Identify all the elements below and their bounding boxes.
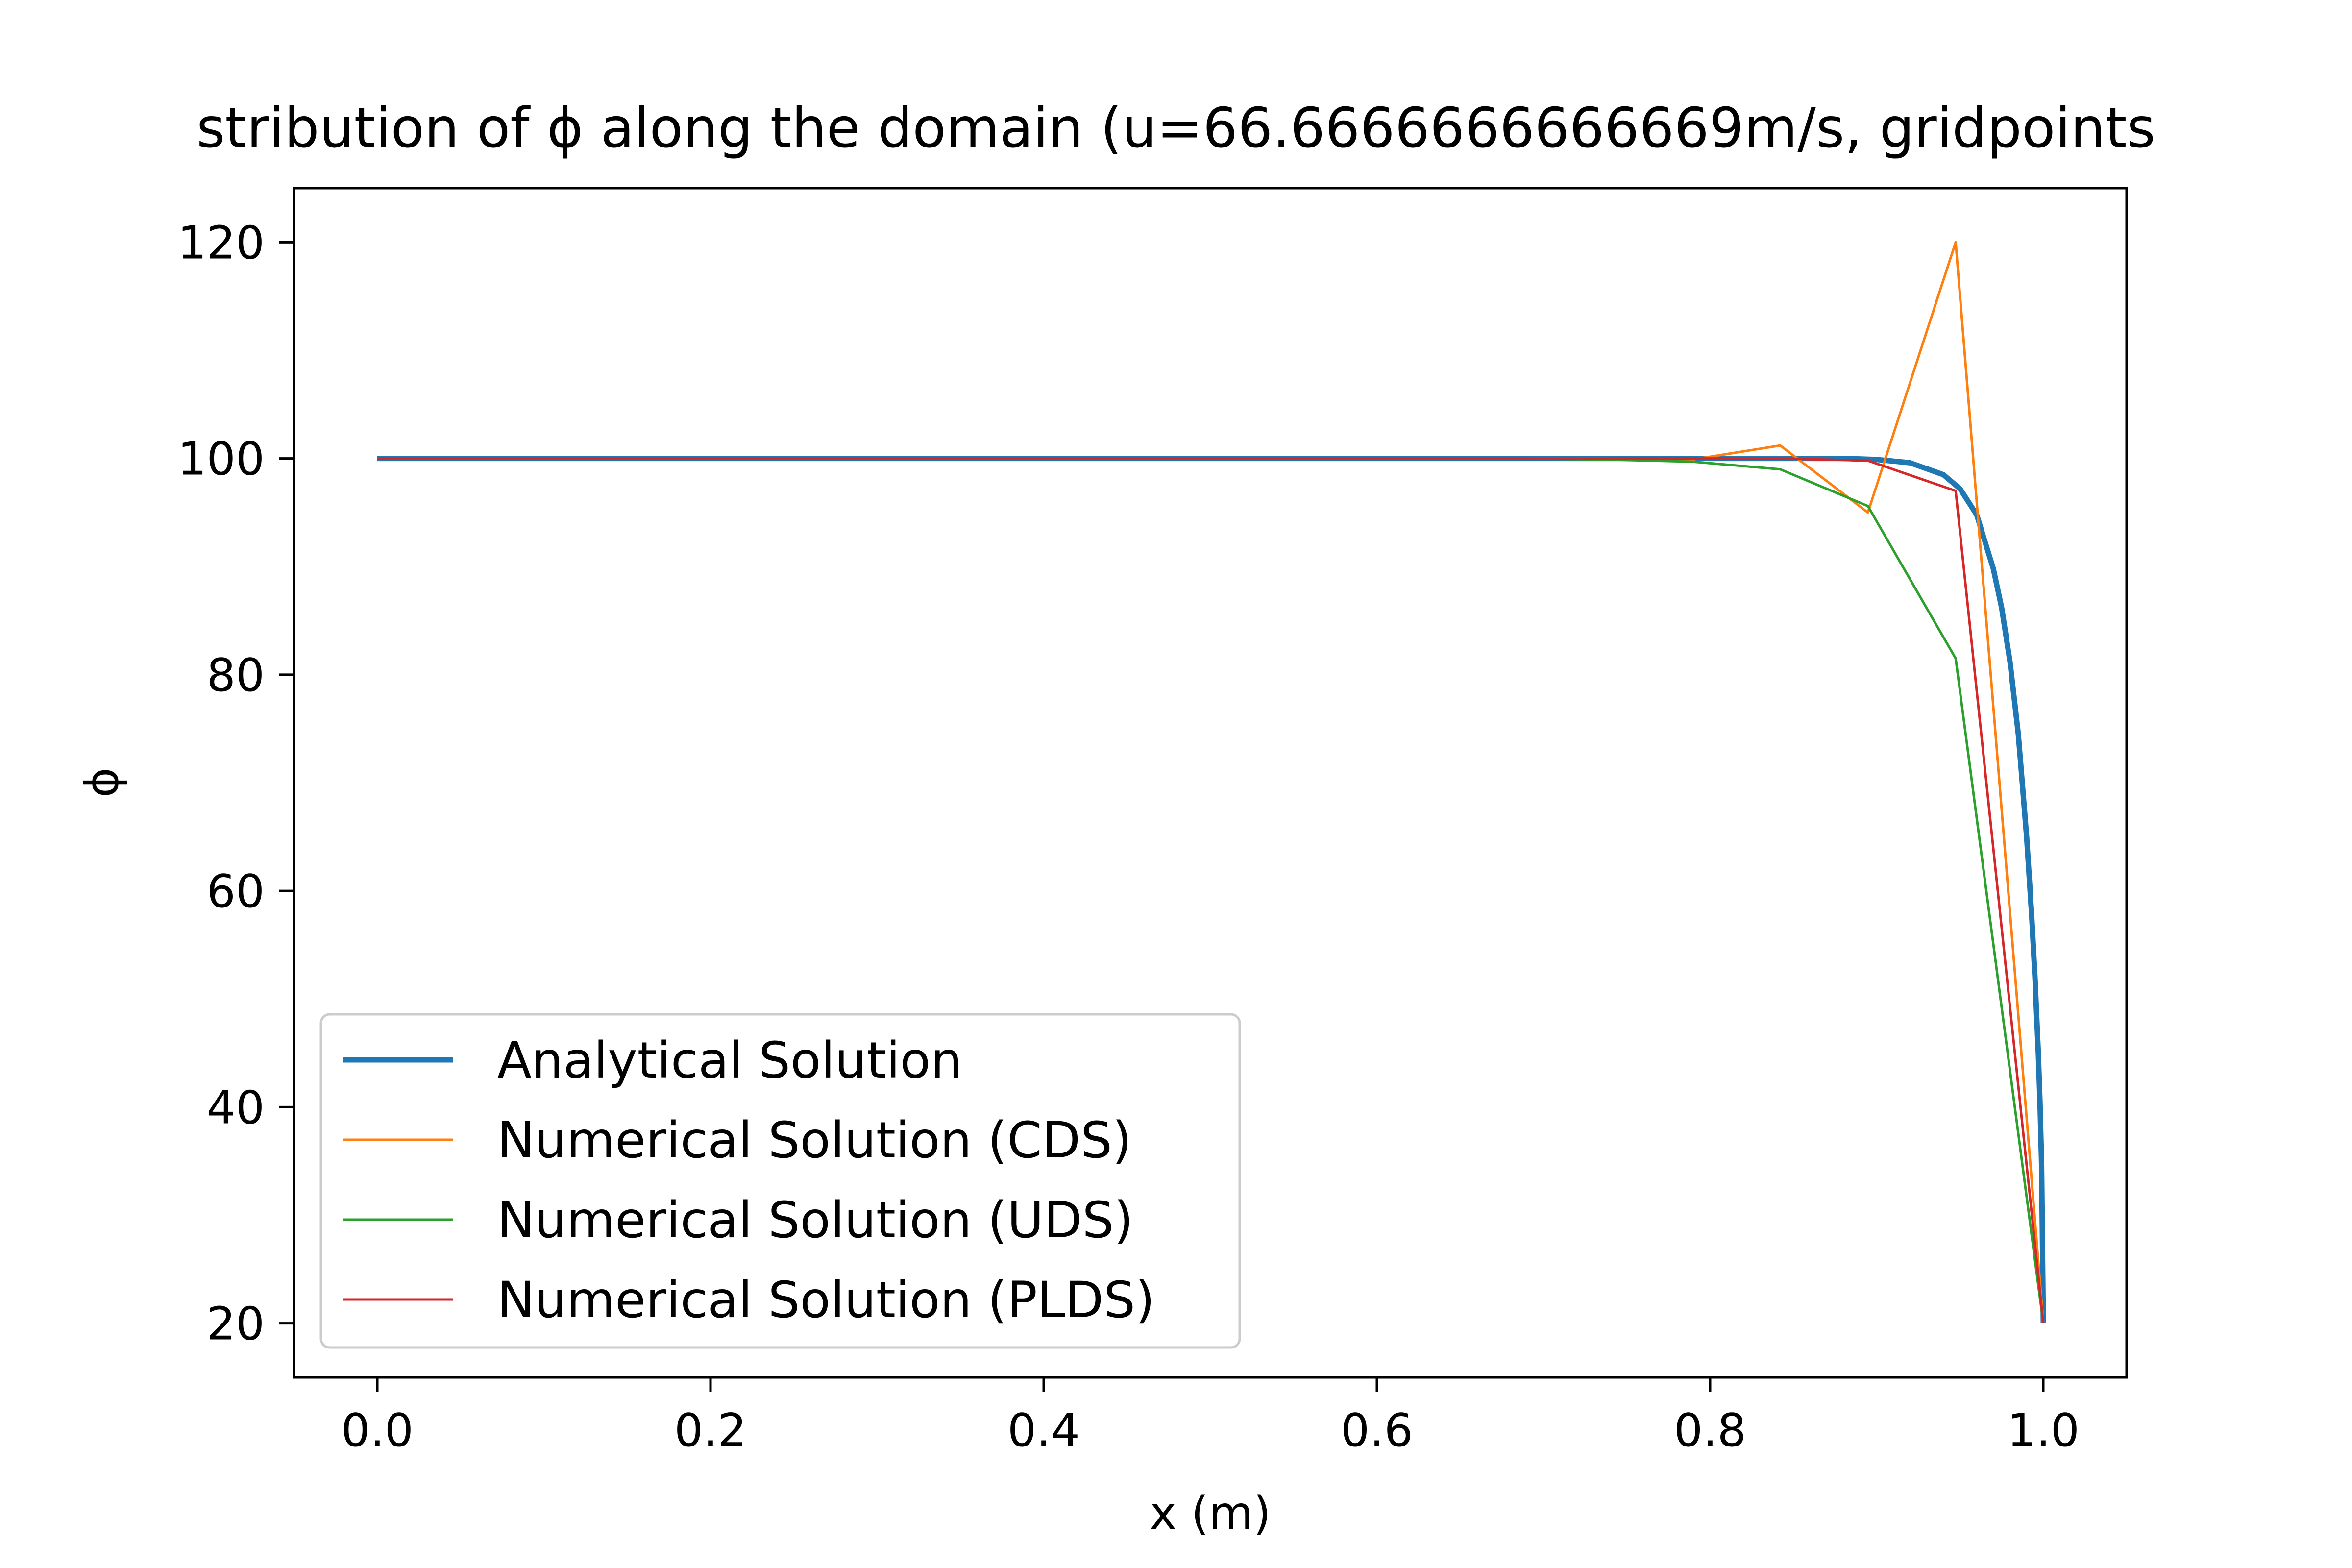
series-line-numerical-solution-plds <box>377 457 2045 1323</box>
legend-box <box>319 1013 1241 1349</box>
y-tick-label: 60 <box>207 865 265 918</box>
legend-label-numerical-solution-cds: Numerical Solution (CDS) <box>497 1111 1132 1170</box>
x-axis: 0.0 0.2 0.4 0.6 0.8 1.0 <box>341 1377 2080 1457</box>
y-tick-label: 100 <box>177 433 265 486</box>
plot-area <box>377 241 2046 1324</box>
y-tick-label: 120 <box>177 216 265 269</box>
x-tick-label: 0.6 <box>1341 1404 1413 1457</box>
x-tick-label: 0.2 <box>674 1404 747 1457</box>
series-group <box>377 241 2046 1324</box>
chart-title: stribution of ϕ along the domain (u=66.6… <box>196 97 2156 160</box>
x-tick-label: 0.8 <box>1674 1404 1746 1457</box>
legend-label-analytical-solution: Analytical Solution <box>497 1031 962 1090</box>
y-tick-label: 40 <box>207 1081 265 1134</box>
y-tick-label: 80 <box>207 649 265 702</box>
legend-label-numerical-solution-plds: Numerical Solution (PLDS) <box>497 1271 1155 1329</box>
y-axis: 20 40 60 80 100 120 <box>177 216 294 1350</box>
x-tick-label: 0.4 <box>1007 1404 1080 1457</box>
y-axis-title: ϕ <box>75 767 128 797</box>
x-axis-title: x (m) <box>1150 1487 1271 1540</box>
x-tick-label: 1.0 <box>2007 1404 2080 1457</box>
legend: Analytical Solution Numerical Solution (C… <box>319 1013 1241 1349</box>
plot-frame <box>293 187 2128 1379</box>
y-tick-label: 20 <box>207 1298 265 1350</box>
legend-label-numerical-solution-uds: Numerical Solution (UDS) <box>497 1191 1133 1250</box>
x-tick-label: 0.0 <box>341 1404 414 1457</box>
